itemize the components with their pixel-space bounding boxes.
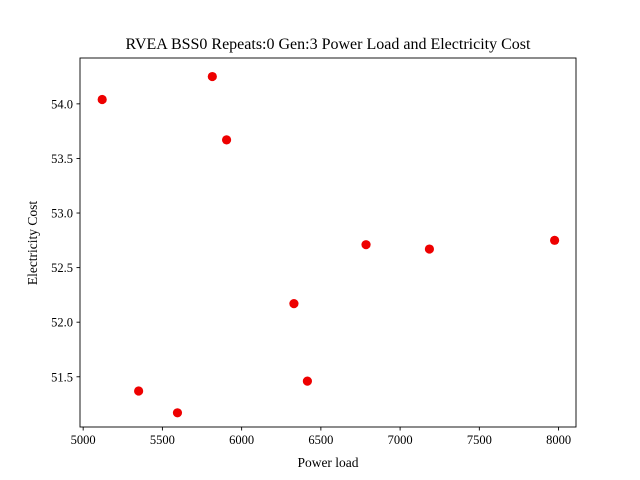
- x-tick-label: 6000: [229, 433, 254, 447]
- x-axis-label: Power load: [297, 455, 358, 470]
- data-point: [221, 135, 232, 145]
- data-point: [424, 244, 435, 254]
- y-tick-label: 52.5: [51, 261, 73, 275]
- data-point: [289, 299, 299, 309]
- x-tick-label: 6500: [308, 433, 333, 447]
- y-tick-label: 53.0: [51, 207, 73, 221]
- data-point: [361, 240, 371, 250]
- y-tick-label: 54.0: [51, 97, 73, 111]
- y-tick-label: 52.0: [51, 316, 73, 330]
- data-point: [302, 376, 312, 386]
- x-tick-label: 7000: [388, 433, 413, 447]
- y-axis-label: Electricity Cost: [25, 201, 40, 286]
- y-tick-label: 53.5: [51, 152, 73, 166]
- plot-frame: [79, 57, 577, 428]
- x-tick-label: 8000: [546, 433, 571, 447]
- data-point: [550, 235, 560, 245]
- chart-title: RVEA BSS0 Repeats:0 Gen:3 Power Load and…: [126, 36, 531, 53]
- plot-area: 5000 5500 6000 6500 7000 7500 8000 51.5 52.0 52.5…: [51, 57, 577, 447]
- x-tick-label: 5000: [71, 433, 96, 447]
- x-tick-label: 7500: [467, 433, 492, 447]
- data-point: [134, 386, 144, 396]
- x-tick-label: 5500: [150, 433, 175, 447]
- y-tick-label: 51.5: [51, 370, 73, 384]
- data-point: [207, 71, 217, 82]
- data-point: [172, 408, 183, 418]
- data-point: [97, 94, 107, 105]
